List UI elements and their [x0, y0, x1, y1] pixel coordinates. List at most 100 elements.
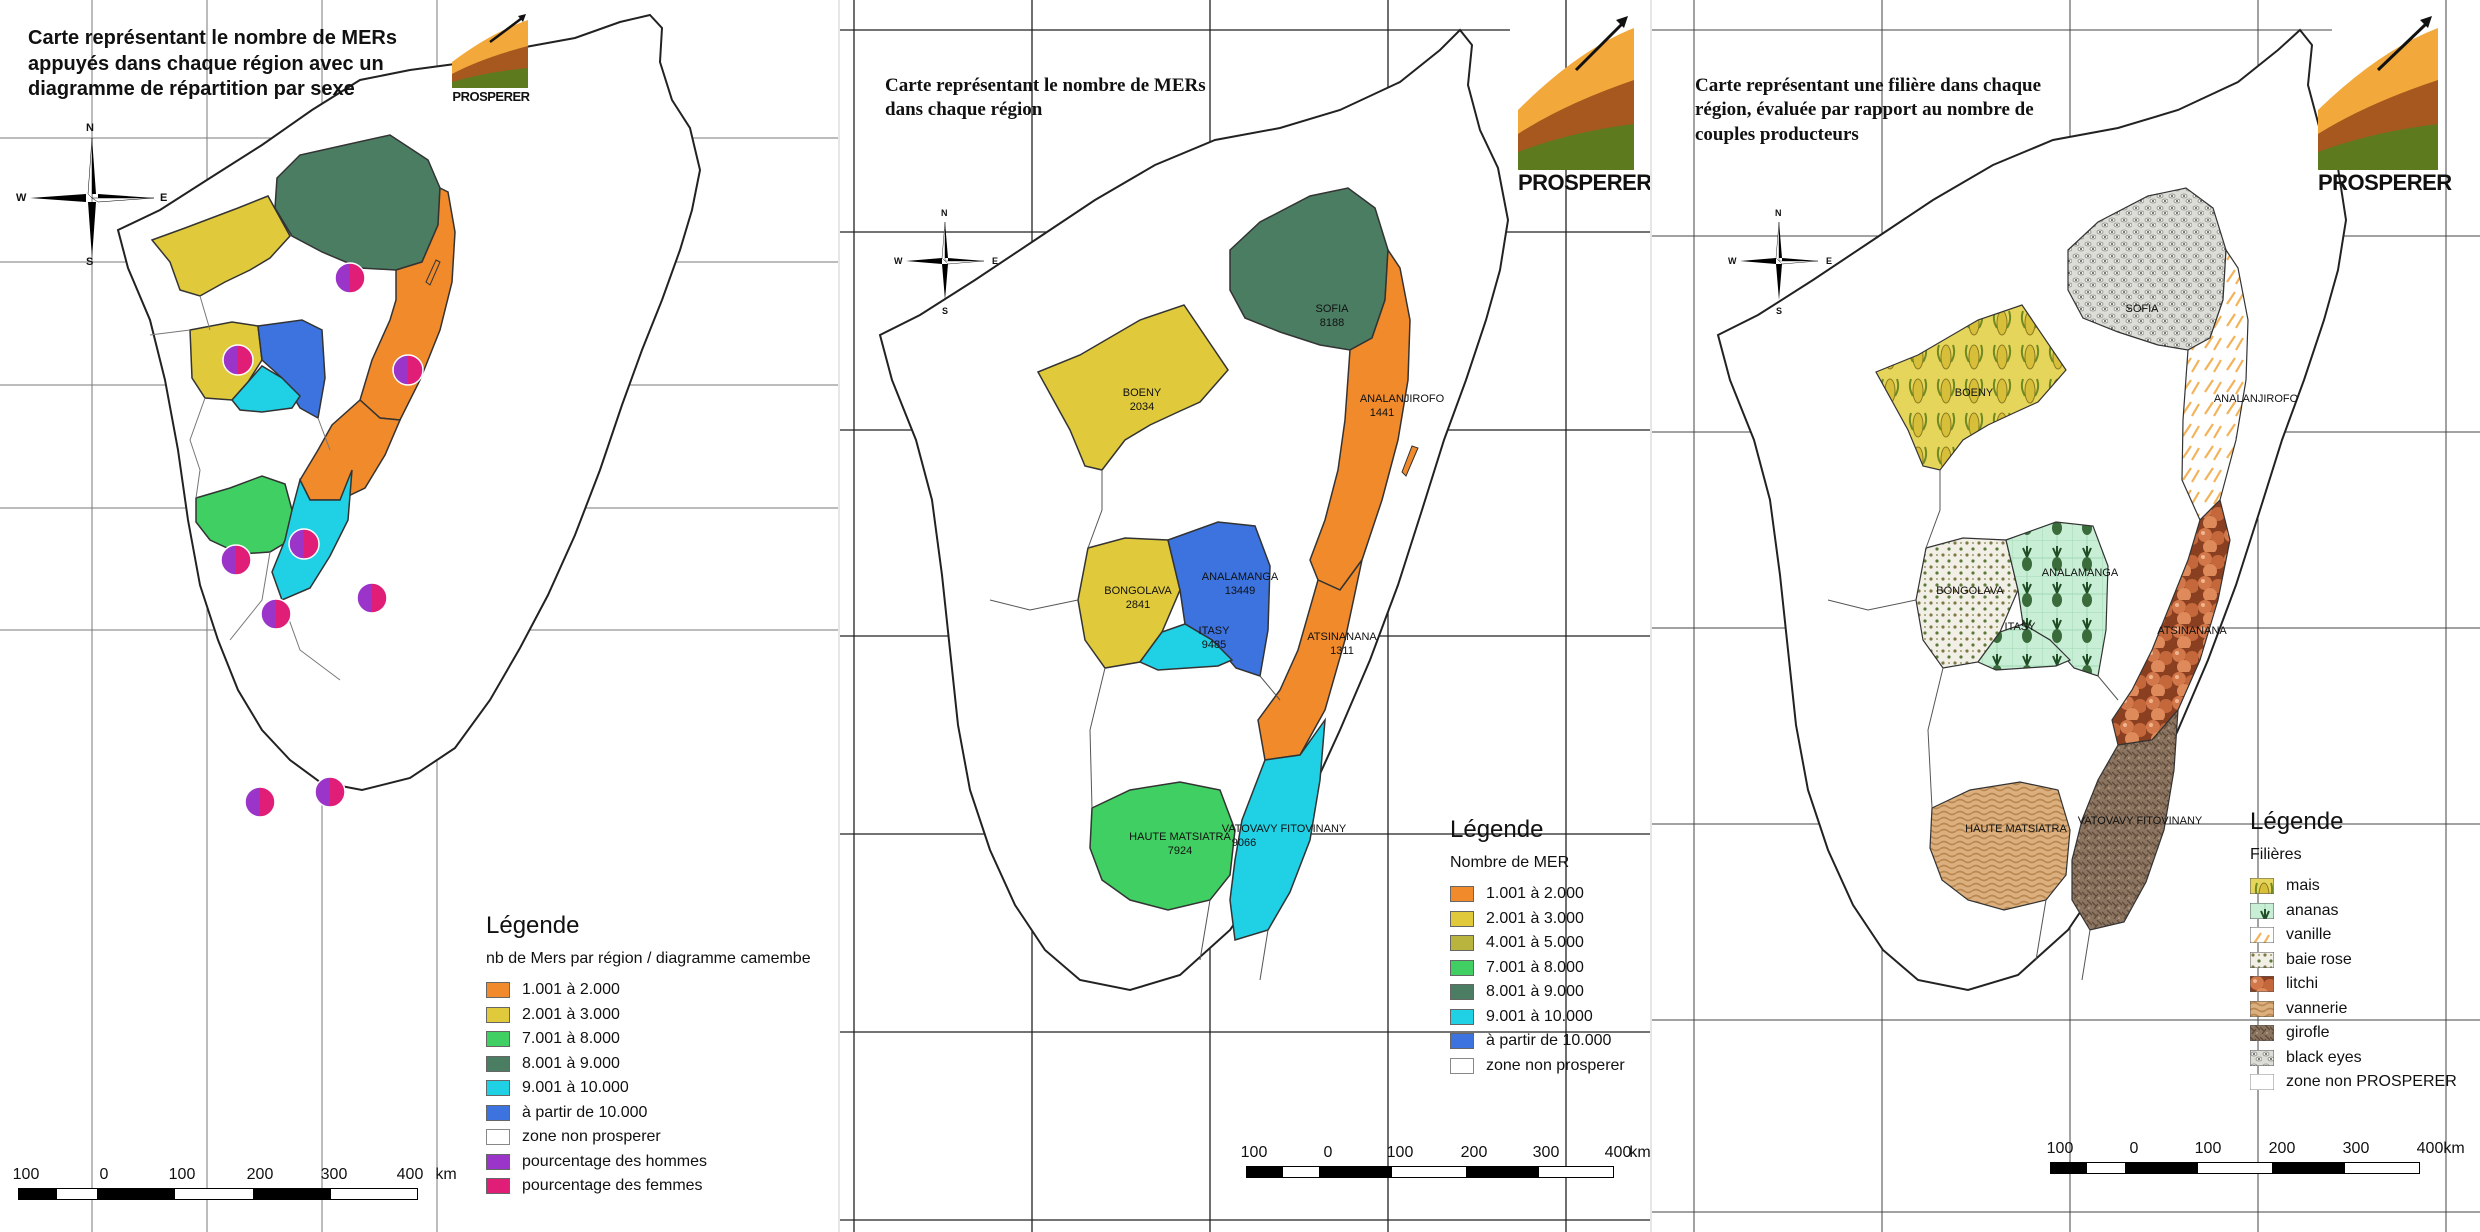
legend-item: baie rose [2250, 948, 2480, 973]
region-haute-matsiatra [1929, 781, 2071, 911]
scale-label: 100 [168, 1166, 196, 1183]
legend-swatch [486, 1080, 510, 1097]
compass-n: N [86, 122, 94, 134]
legend-subtitle: Nombre de MER [1450, 854, 1570, 871]
legend-label: 4.001 à 5.000 [1486, 934, 1584, 952]
logo-graphic [452, 14, 528, 88]
legend-item: zone non PROSPERER [2250, 1070, 2480, 1095]
scale-label: 400 [1604, 1144, 1632, 1161]
prosperer-logo-3: PROSPERER [2318, 10, 2452, 196]
legend-swatch [486, 982, 510, 999]
legend-label: à partir de 10.000 [522, 1103, 648, 1121]
scale-label: 400 [396, 1166, 424, 1183]
legend-1: Légende nb de Mers par région / diagramm… [486, 912, 836, 1199]
region-analanjirofo [2181, 248, 2249, 522]
legend-label: vanille [2286, 926, 2332, 944]
region-label-sofia: SOFIA [2125, 303, 2159, 315]
region-boeny [1036, 304, 1229, 471]
logo-graphic [2318, 16, 2438, 170]
region-label-analamanga: ANALAMANGA 13449 [1201, 571, 1279, 597]
pie-bongolava [220, 544, 252, 576]
legend-label: 8.001 à 9.000 [1486, 983, 1584, 1001]
pie-analanjirofo [392, 354, 424, 386]
district-boundaries [1827, 470, 2119, 981]
legend-swatch [2250, 902, 2274, 919]
region-boeny [150, 195, 291, 297]
legend-swatch [1450, 959, 1474, 976]
legend-title: Légende [1450, 816, 1544, 843]
legend-swatch [486, 1153, 510, 1170]
scale-bar-3: 100 0 100 200 300 400 km [2047, 1140, 2470, 1174]
legend-item: vannerie [2250, 997, 2480, 1022]
legend-label: 7.001 à 8.000 [1486, 958, 1584, 976]
legend-swatch [2250, 976, 2274, 993]
legend-swatch [1450, 1008, 1474, 1025]
prosperer-logo-2: PROSPERER [1518, 10, 1652, 196]
map-panel-3: Carte représentant une filière dans chaq… [1650, 0, 2480, 1232]
pie-women [238, 345, 253, 375]
region-label-sofia: SOFIA 8188 [1315, 303, 1349, 329]
scale-label: 100 [1240, 1144, 1268, 1161]
scale-label: 0 [99, 1166, 109, 1183]
legend-label: litchi [2286, 975, 2319, 993]
compass-rose-icon [1740, 221, 1819, 300]
legend-label: zone non PROSPERER [2286, 1073, 2457, 1091]
legend-3: Légende Filières mais ananas vanille bai… [2250, 808, 2480, 1095]
legend-item: zone non prosperer [1450, 1054, 1650, 1079]
logo-green-band [2318, 124, 2438, 170]
north-arrow-3: N S W E [1728, 208, 1832, 316]
map-title-1: Carte représentant le nombre de MERs app… [28, 27, 397, 101]
legend-label: 1.001 à 2.000 [522, 981, 620, 999]
scale-label: 200 [246, 1166, 274, 1183]
pie-sofia [334, 262, 366, 294]
legend-item: 9.001 à 10.000 [1450, 1005, 1650, 1030]
legend-label: zone non prosperer [522, 1128, 661, 1146]
pie-women [236, 545, 251, 575]
compass-e: E [992, 256, 999, 266]
legend-swatch [486, 1129, 510, 1146]
legend-label: black eyes [2286, 1048, 2362, 1066]
region-label-atsinanana: ATSINANANA 1311 [1307, 631, 1377, 657]
district-boundaries [149, 295, 341, 681]
scale-bar-1: 100 0 100 200 300 400 km [13, 1166, 457, 1200]
region-label-boeny: BOENY 2034 [1122, 387, 1162, 413]
pie-women [304, 529, 319, 559]
legend-swatch [2250, 1025, 2274, 1042]
pie-haute-matsiatra [244, 786, 276, 818]
prosperer-logo-1: PROSPERER [452, 12, 530, 104]
legend-item: à partir de 10.000 [486, 1101, 836, 1126]
scale-label: 0 [1323, 1144, 1333, 1161]
logo-text: PROSPERER [2318, 170, 2452, 195]
scale-unit: km [435, 1166, 457, 1183]
scale-unit: km [1629, 1144, 1651, 1161]
legend-swatch [486, 1055, 510, 1072]
legend-item: 4.001 à 5.000 [1450, 931, 1650, 956]
map-canvas-2 [840, 0, 1652, 1232]
legend-item: zone non prosperer [486, 1125, 836, 1150]
legend-item: mais [2250, 874, 2480, 899]
legend-label: 8.001 à 9.000 [522, 1054, 620, 1072]
region-haute-matsiatra [1089, 781, 1236, 911]
pie-boeny [222, 344, 254, 376]
legend-swatch [486, 1006, 510, 1023]
region-label-atsinanana: ATSINANANA [2157, 625, 2227, 637]
region-label-vatovavy: VATOVAVY FITOVINANY [2077, 815, 2203, 827]
legend-label: girofle [2286, 1024, 2330, 1042]
legend-item: à partir de 10.000 [1450, 1029, 1650, 1054]
scale-label: 300 [320, 1166, 348, 1183]
legend-swatch [2250, 927, 2274, 944]
legend-item: girofle [2250, 1021, 2480, 1046]
region-label-haute-matsiatra: HAUTE MATSIATRA [1965, 823, 2067, 835]
compass-e: E [1826, 256, 1833, 266]
legend-swatch [2250, 1049, 2274, 1066]
legend-item: litchi [2250, 972, 2480, 997]
region-label-analanjirofo: ANALANJIROFO 1441 [1359, 393, 1445, 419]
island-sainte-marie [1401, 445, 1419, 477]
legend-label: vannerie [2286, 999, 2348, 1017]
logo-text: PROSPERER [1518, 170, 1652, 195]
scale-label: 400 [2416, 1140, 2444, 1157]
legend-item: 1.001 à 2.000 [486, 978, 836, 1003]
district-boundaries [989, 470, 1281, 981]
legend-swatch [1450, 1033, 1474, 1050]
north-arrow-2: N S W E [894, 208, 998, 316]
